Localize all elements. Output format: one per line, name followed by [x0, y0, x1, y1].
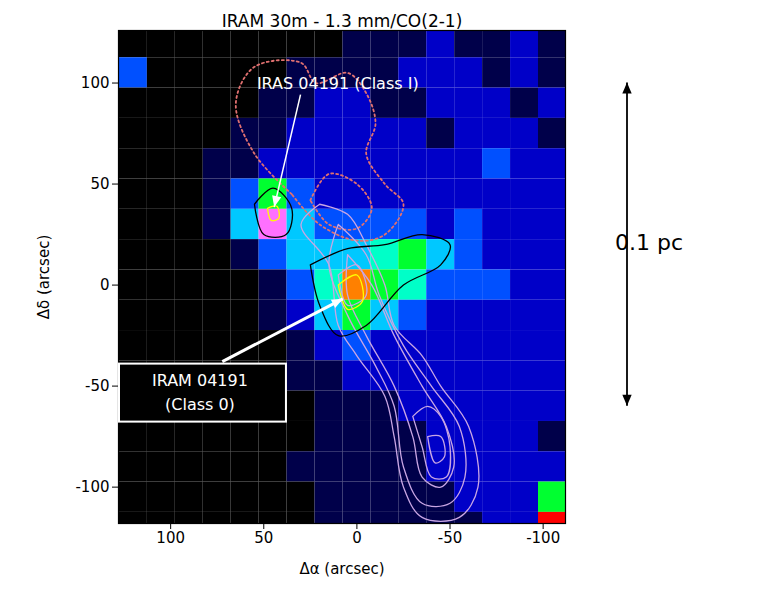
svg-text:-50: -50	[85, 377, 110, 395]
svg-text:Δδ (arcsec): Δδ (arcsec)	[35, 235, 53, 319]
svg-text:0: 0	[100, 276, 110, 294]
svg-text:0: 0	[352, 529, 362, 547]
svg-text:(Class 0): (Class 0)	[165, 395, 235, 414]
svg-text:IRAM 30m - 1.3 mm/CO(2-1): IRAM 30m - 1.3 mm/CO(2-1)	[222, 11, 463, 31]
svg-text:-100: -100	[75, 478, 109, 496]
svg-text:-50: -50	[438, 529, 463, 547]
svg-text:Δα (arcsec): Δα (arcsec)	[299, 560, 384, 578]
svg-text:IRAM 04191: IRAM 04191	[152, 371, 248, 390]
svg-text:IRAS 04191 (Class I): IRAS 04191 (Class I)	[257, 74, 419, 93]
svg-text:100: 100	[81, 74, 110, 92]
svg-text:100: 100	[156, 529, 185, 547]
svg-text:50: 50	[254, 529, 273, 547]
svg-text:-100: -100	[526, 529, 560, 547]
svg-text:50: 50	[90, 175, 109, 193]
svg-text:0.1 pc: 0.1 pc	[615, 230, 683, 255]
